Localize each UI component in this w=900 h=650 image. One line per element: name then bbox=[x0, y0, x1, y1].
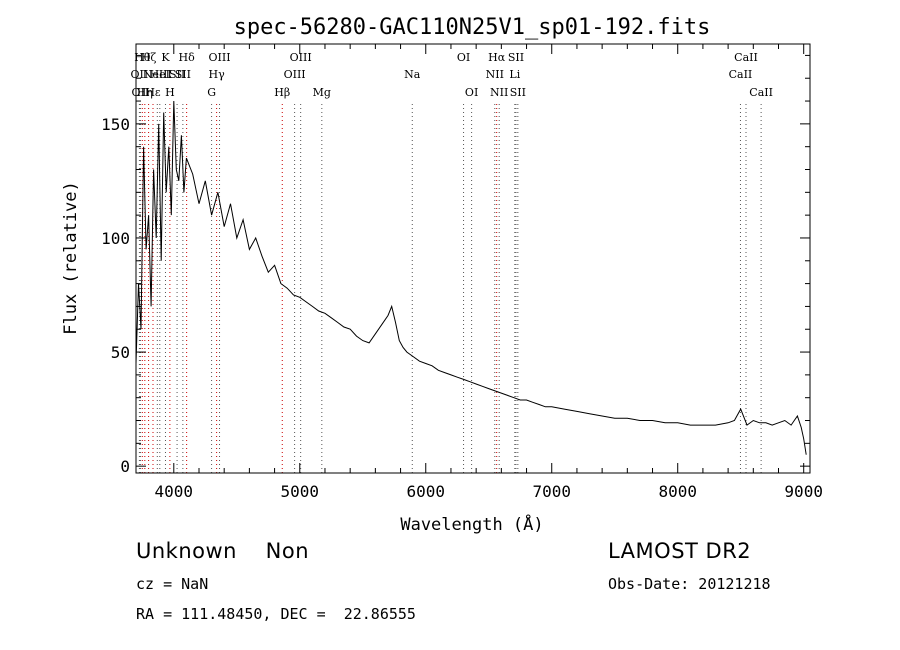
line-label-29: CaII bbox=[729, 68, 753, 81]
x-axis-ticks: 4000 5000 6000 7000 8000 9000 bbox=[155, 44, 823, 501]
line-label-11: SII bbox=[175, 68, 191, 81]
line-label-9: H bbox=[165, 86, 175, 99]
line-label-3: Hη bbox=[137, 86, 153, 99]
spectrum-line bbox=[135, 100, 807, 455]
line-label-16: Hβ bbox=[274, 86, 290, 99]
line-label-12: Hδ bbox=[179, 51, 196, 64]
line-label-4: Hζ bbox=[141, 51, 157, 64]
x-tick-label-2: 6000 bbox=[406, 482, 445, 501]
y-tick-label-0: 0 bbox=[120, 457, 130, 476]
line-label-26: Li bbox=[509, 68, 520, 81]
obs-date-label: Obs-Date: 20121218 bbox=[608, 575, 771, 593]
line-label-19: Mg bbox=[313, 86, 331, 99]
x-tick-label-4: 8000 bbox=[658, 482, 697, 501]
line-label-18: OIII bbox=[290, 51, 312, 64]
line-label-15: OIII bbox=[208, 51, 230, 64]
line-label-6: NeIII bbox=[143, 68, 172, 81]
line-label-22: OI bbox=[465, 86, 478, 99]
line-label-30: CaII bbox=[734, 51, 758, 64]
class-label: Unknown Non bbox=[136, 539, 310, 563]
line-label-25: NII bbox=[490, 86, 508, 99]
line-label-21: OI bbox=[457, 51, 470, 64]
line-label-31: CaII bbox=[749, 86, 773, 99]
line-label-7: HeI bbox=[150, 68, 170, 81]
x-tick-label-1: 5000 bbox=[281, 482, 320, 501]
line-label-20: Na bbox=[404, 68, 421, 81]
y-tick-label-1: 50 bbox=[111, 343, 130, 362]
line-label-0: OII bbox=[131, 68, 149, 81]
chart-title: spec-56280-GAC110N25V1_sp01-192.fits bbox=[234, 15, 711, 40]
redshift-label: cz = NaN bbox=[136, 575, 209, 593]
line-label-28: SII bbox=[510, 86, 526, 99]
x-axis-label: Wavelength (Å) bbox=[400, 513, 543, 535]
plot-frame bbox=[135, 43, 811, 474]
y-tick-label-2: 100 bbox=[101, 229, 130, 248]
x-tick-label-5: 9000 bbox=[784, 482, 823, 501]
line-label-8: K bbox=[161, 51, 170, 64]
line-label-5: Hε bbox=[145, 86, 161, 99]
line-label-14: Hγ bbox=[209, 68, 226, 81]
x-tick-label-0: 4000 bbox=[155, 482, 194, 501]
x-tick-label-3: 7000 bbox=[532, 482, 571, 501]
line-label-17: OIII bbox=[284, 68, 306, 81]
coordinates-label: RA = 111.48450, DEC = 22.86555 bbox=[136, 605, 416, 623]
line-label-10: SII bbox=[169, 68, 185, 81]
line-label-27: SII bbox=[508, 51, 524, 64]
line-label-23: NII bbox=[486, 68, 504, 81]
line-label-24: Hα bbox=[488, 51, 506, 64]
y-tick-label-3: 150 bbox=[101, 115, 130, 134]
spectral-line-markers: OIIOIIHθHηHζHεNeIIIHeIKHSIISIIHδGHγOIIIH… bbox=[131, 51, 773, 473]
line-label-13: G bbox=[207, 86, 216, 99]
y-axis-label: Flux (relative) bbox=[61, 181, 81, 335]
y-axis-ticks: 0 50 100 150 bbox=[101, 54, 810, 476]
survey-label: LAMOST DR2 bbox=[608, 539, 752, 563]
line-label-2: Hθ bbox=[134, 51, 151, 64]
